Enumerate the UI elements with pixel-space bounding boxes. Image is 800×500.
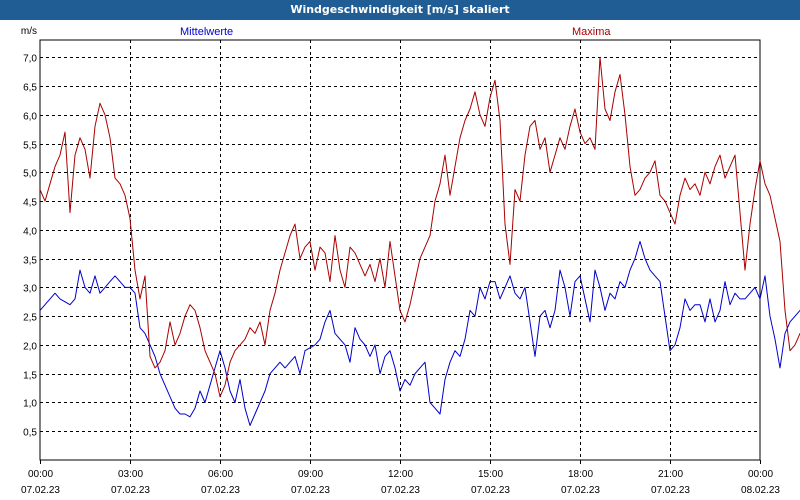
y-tick-label: 1,5 [23,371,37,382]
y-tick-label: 4,0 [23,227,37,238]
y-tick-label: 6,5 [23,83,37,94]
x-tick-date: 07.02.23 [291,485,330,496]
y-tick-label: 2,5 [23,313,37,324]
y-tick-label: 7,0 [23,54,37,65]
x-tick-date: 07.02.23 [381,485,420,496]
wind-speed-chart: 0,5 1,0 1,5 2,0 2,5 3,0 3,5 4,0 4,5 5,0 5,5 6,0 6,5 7… [21,26,800,496]
y-tick-label: 0,5 [23,428,37,439]
y-tick-label: 5,5 [23,141,37,152]
y-tick-label: 5,0 [23,169,37,180]
x-tick-time: 15:00 [478,469,503,480]
y-tick-label: 1,0 [23,399,37,410]
x-tick-date: 07.02.23 [111,485,150,496]
x-tick-time: 12:00 [388,469,413,480]
x-tick-time: 00:00 [28,469,53,480]
x-tick-time: 21:00 [658,469,683,480]
x-tick-date: 07.02.23 [21,485,60,496]
series-line-max [39,56,800,398]
x-tick-time: 18:00 [568,469,593,480]
x-tick-date: 07.02.23 [471,485,510,496]
y-tick-label: 3,5 [23,256,37,267]
x-tick-time: 03:00 [118,469,143,480]
y-tick-label: 2,0 [23,342,37,353]
x-tick-date: 07.02.23 [201,485,240,496]
y-tick-label: 6,0 [23,112,37,123]
x-tick-time: 06:00 [208,469,233,480]
chart-title: Windgeschwindigkeit [m/s] skaliert [0,0,800,20]
y-tick-label: 3,0 [23,284,37,295]
series-line-mean [39,240,800,426]
legend-mean: Mittelwerte [180,26,234,38]
x-tick-date: 07.02.23 [651,485,690,496]
legend-max: Maxima [572,26,611,38]
y-axis-label: m/s [21,26,37,37]
x-tick-date: 08.02.23 [741,485,780,496]
x-tick-time: 09:00 [298,469,323,480]
x-tick-time: 00:00 [748,469,773,480]
x-tick-date: 07.02.23 [561,485,600,496]
y-tick-label: 4,5 [23,198,37,209]
